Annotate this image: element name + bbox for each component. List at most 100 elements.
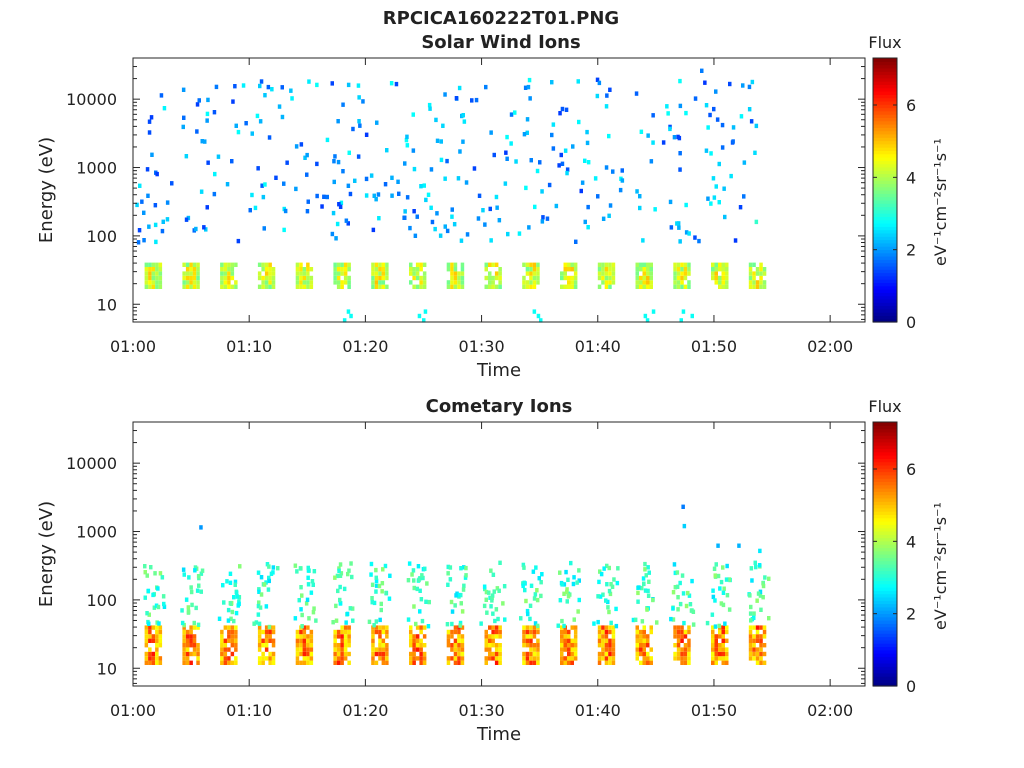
- heatmap-cell: [642, 581, 646, 586]
- heatmap-cell: [635, 643, 639, 648]
- heatmap-cell: [464, 180, 469, 185]
- colorbar-band: [873, 157, 897, 161]
- heatmap-cell: [404, 137, 409, 143]
- heatmap-cell: [422, 651, 427, 657]
- heatmap-cell: [237, 595, 242, 600]
- heatmap-cell: [491, 656, 495, 661]
- heatmap-cell: [750, 578, 754, 583]
- heatmap-cell: [295, 569, 299, 574]
- heatmap-cell: [646, 643, 650, 648]
- heatmap-cell: [601, 275, 605, 281]
- heatmap-cell: [569, 560, 573, 566]
- x-axis-label: Time: [476, 724, 521, 745]
- heatmap-cell: [227, 638, 231, 643]
- heatmap-cell: [144, 284, 149, 289]
- colorbar-band: [873, 676, 897, 680]
- heatmap-cell: [723, 621, 727, 626]
- heatmap-cell: [536, 262, 540, 267]
- heatmap-cell: [205, 205, 209, 210]
- heatmap-cell: [560, 284, 564, 289]
- heatmap-cell: [158, 267, 163, 272]
- heatmap-cell: [189, 275, 193, 281]
- colorbar-band: [873, 517, 897, 522]
- colorbar-band: [873, 511, 897, 515]
- heatmap-cell: [148, 262, 152, 267]
- heatmap-cell: [583, 219, 587, 225]
- y-tick-label: 10000: [66, 454, 117, 473]
- heatmap-cell: [220, 284, 224, 289]
- colorbar-band: [873, 563, 897, 568]
- heatmap-cell: [503, 617, 507, 622]
- heatmap-cell: [217, 616, 222, 621]
- colorbar-band: [873, 81, 897, 85]
- heatmap-cell: [597, 651, 602, 657]
- heatmap-cell: [306, 267, 310, 272]
- heatmap-cell: [261, 656, 265, 661]
- heatmap-cell: [419, 184, 423, 189]
- heatmap-cell: [385, 271, 389, 276]
- heatmap-cell: [182, 625, 186, 630]
- heatmap-cell: [647, 579, 651, 584]
- heatmap-cell: [255, 113, 260, 119]
- heatmap-cell: [687, 262, 691, 267]
- heatmap-cell: [458, 620, 463, 626]
- heatmap-cell: [676, 651, 681, 657]
- heatmap-cell: [721, 638, 725, 643]
- colorbar-band: [873, 643, 897, 647]
- heatmap-cell: [144, 651, 149, 657]
- heatmap-cell: [306, 565, 310, 571]
- heatmap-cell: [300, 593, 304, 598]
- heatmap-cell: [151, 275, 156, 281]
- heatmap-cell: [680, 638, 684, 643]
- heatmap-cell: [711, 594, 716, 600]
- heatmap-cell: [290, 96, 294, 101]
- heatmap-cell: [341, 102, 345, 107]
- heatmap-cell: [739, 114, 744, 119]
- heatmap-cell: [302, 629, 307, 635]
- heatmap-cell: [525, 638, 530, 643]
- colorbar-tick-label: 6: [906, 96, 916, 115]
- heatmap-cell: [230, 271, 235, 276]
- heatmap-cell: [604, 629, 609, 635]
- heatmap-cell: [498, 634, 502, 639]
- heatmap-cell: [714, 267, 718, 272]
- heatmap-cell: [268, 275, 272, 281]
- heatmap-cell: [747, 107, 752, 112]
- colorbar-band: [873, 623, 897, 628]
- heatmap-cell: [611, 262, 616, 267]
- heatmap-cell: [146, 588, 151, 594]
- heatmap-cell: [498, 280, 502, 285]
- heatmap-cell: [234, 647, 238, 652]
- heatmap-cell: [230, 651, 235, 657]
- heatmap-cell: [646, 267, 650, 272]
- heatmap-cell: [709, 201, 713, 206]
- heatmap-cell: [333, 271, 337, 276]
- heatmap-cell: [489, 238, 493, 243]
- heatmap-cell: [678, 151, 682, 156]
- heatmap-cell: [158, 634, 163, 639]
- heatmap-cell: [585, 140, 590, 146]
- heatmap-cell: [302, 284, 307, 289]
- heatmap-cell: [700, 68, 704, 73]
- heatmap-cell: [757, 563, 762, 568]
- colorbar-tick-label: 6: [906, 460, 916, 479]
- heatmap-cell: [711, 638, 715, 643]
- heatmap-cell: [147, 612, 151, 617]
- heatmap-cell: [498, 625, 502, 630]
- heatmap-cell: [718, 586, 722, 591]
- heatmap-cell: [563, 638, 567, 643]
- heatmap-cell: [484, 656, 488, 661]
- heatmap-cell: [185, 280, 190, 285]
- heatmap-cell: [221, 583, 225, 588]
- colorbar-band: [873, 272, 897, 277]
- heatmap-cell: [333, 275, 337, 281]
- heatmap-cell: [484, 638, 488, 643]
- heatmap-cell: [151, 284, 156, 289]
- heatmap-cell: [407, 561, 412, 566]
- heatmap-cell: [446, 638, 451, 643]
- heatmap-cell: [332, 179, 336, 185]
- heatmap-cell: [639, 651, 643, 657]
- heatmap-cell: [673, 585, 678, 590]
- heatmap-cell: [522, 629, 526, 635]
- heatmap-cell: [573, 656, 578, 661]
